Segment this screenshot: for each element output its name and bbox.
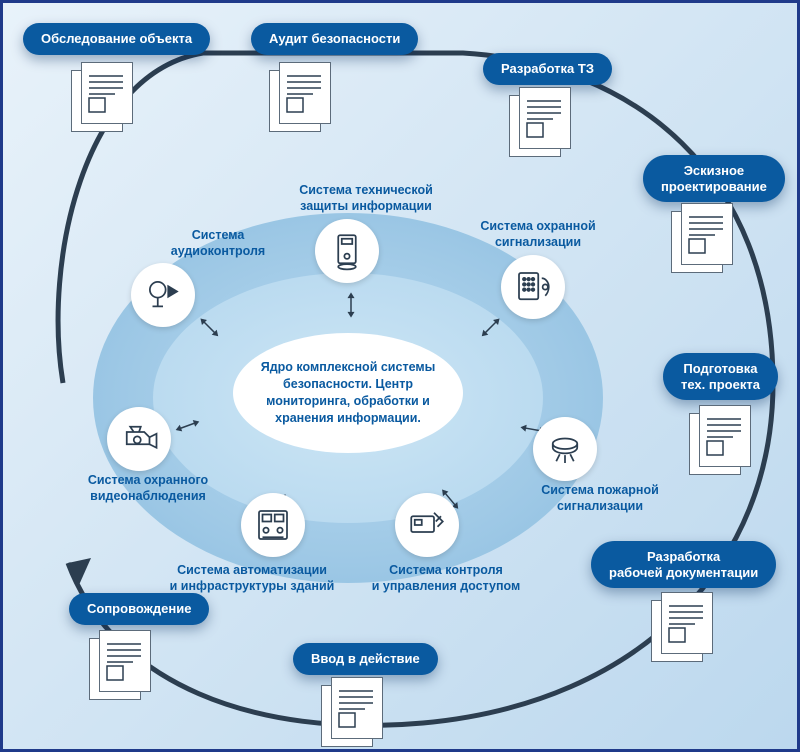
stage-icon-audit bbox=[261, 58, 351, 136]
system-icon-audio bbox=[131, 263, 195, 327]
stage-survey: Обследование объекта bbox=[23, 23, 210, 55]
stage-icon-tz bbox=[501, 83, 591, 161]
system-label-fire: Система пожарной сигнализации bbox=[515, 483, 685, 514]
system-label-bms: Система автоматизации и инфраструктуры з… bbox=[167, 563, 337, 594]
stage-icon-docs bbox=[643, 588, 733, 666]
system-icon-itsec bbox=[315, 219, 379, 283]
stage-docs: Разработка рабочей документации bbox=[591, 541, 776, 588]
system-label-itsec: Система технической защиты информации bbox=[281, 183, 451, 214]
system-label-cctv: Система охранного видеонаблюдения bbox=[63, 473, 233, 504]
stage-icon-survey bbox=[63, 58, 153, 136]
stage-launch: Ввод в действие bbox=[293, 643, 438, 675]
system-label-access: Система контроля и управления доступом bbox=[361, 563, 531, 594]
system-icon-cctv bbox=[107, 407, 171, 471]
system-label-alarm: Система охранной сигнализации bbox=[453, 219, 623, 250]
system-icon-access bbox=[395, 493, 459, 557]
radial-arrow-1 bbox=[339, 293, 363, 333]
stage-icon-support bbox=[81, 626, 171, 704]
stage-support: Сопровождение bbox=[69, 593, 209, 625]
core-label: Ядро комплексной системы безопасности. Ц… bbox=[233, 333, 463, 453]
stage-icon-launch bbox=[313, 673, 403, 751]
stage-icon-eskiz bbox=[663, 199, 753, 277]
stage-eskiz: Эскизное проектирование bbox=[643, 155, 785, 202]
system-label-audio: Система аудиоконтроля bbox=[133, 228, 303, 259]
system-icon-fire bbox=[533, 417, 597, 481]
system-icon-alarm bbox=[501, 255, 565, 319]
diagram-frame: Ядро комплексной системы безопасности. Ц… bbox=[0, 0, 800, 752]
stage-tech: Подготовка тех. проекта bbox=[663, 353, 778, 400]
system-icon-bms bbox=[241, 493, 305, 557]
stage-icon-tech bbox=[681, 401, 771, 479]
stage-tz: Разработка ТЗ bbox=[483, 53, 612, 85]
stage-audit: Аудит безопасности bbox=[251, 23, 418, 55]
